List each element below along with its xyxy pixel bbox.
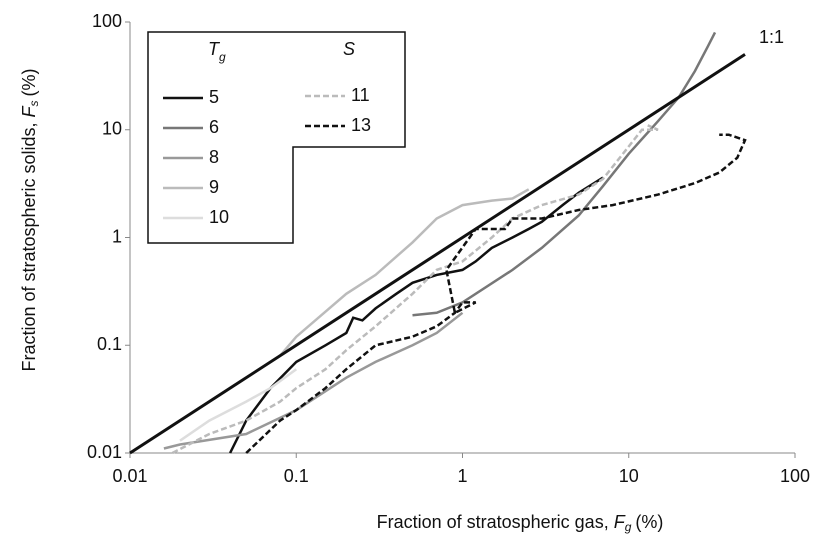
legend-title-symbol: T — [208, 39, 221, 59]
x-label-symbol: F — [614, 512, 626, 532]
legend-label: 8 — [209, 147, 219, 167]
legend-title: Tg — [208, 39, 226, 64]
legend-title-subscript: g — [219, 50, 226, 64]
x-tick-label: 10 — [619, 466, 639, 486]
legend-label: 11 — [351, 85, 370, 105]
y-axis-label: Fraction of stratospheric solids, Fs (%) — [19, 68, 41, 371]
y-tick-label: 100 — [92, 11, 122, 31]
legend-label: 6 — [209, 117, 219, 137]
legend-title: S — [343, 39, 355, 59]
y-label-text: Fraction of stratospheric solids, — [19, 117, 39, 371]
legend-box — [147, 31, 406, 244]
series-line — [412, 31, 717, 317]
legend-label: 5 — [209, 87, 219, 107]
y-label-symbol: F — [19, 105, 39, 117]
reference-line — [129, 53, 746, 455]
y-tick-label: 10 — [102, 119, 122, 139]
x-axis-label: Fraction of stratospheric gas, Fg (%) — [377, 512, 664, 534]
reference-label: 1:1 — [759, 27, 784, 47]
series-line — [245, 133, 747, 454]
x-label-text: Fraction of stratospheric gas, — [377, 512, 614, 532]
series-line — [228, 176, 604, 454]
x-label-subscript: g — [625, 520, 632, 534]
x-tick-label: 1 — [457, 466, 467, 486]
x-tick-label: 0.1 — [284, 466, 309, 486]
y-tick-label: 0.1 — [97, 334, 122, 354]
x-tick-label: 0.01 — [112, 466, 147, 486]
x-label-unit: (%) — [635, 512, 663, 532]
x-tick-label: 100 — [780, 466, 810, 486]
y-tick-label: 0.01 — [87, 442, 122, 462]
y-tick-label: 1 — [112, 226, 122, 246]
legend-label: 9 — [209, 177, 219, 197]
series-line — [163, 311, 464, 450]
series-line — [279, 188, 530, 357]
y-label-subscript: s — [27, 100, 41, 106]
series-line — [179, 368, 298, 442]
legend-label: 10 — [209, 207, 229, 227]
y-label-unit: (%) — [19, 68, 39, 96]
legend-label: 13 — [351, 115, 371, 135]
